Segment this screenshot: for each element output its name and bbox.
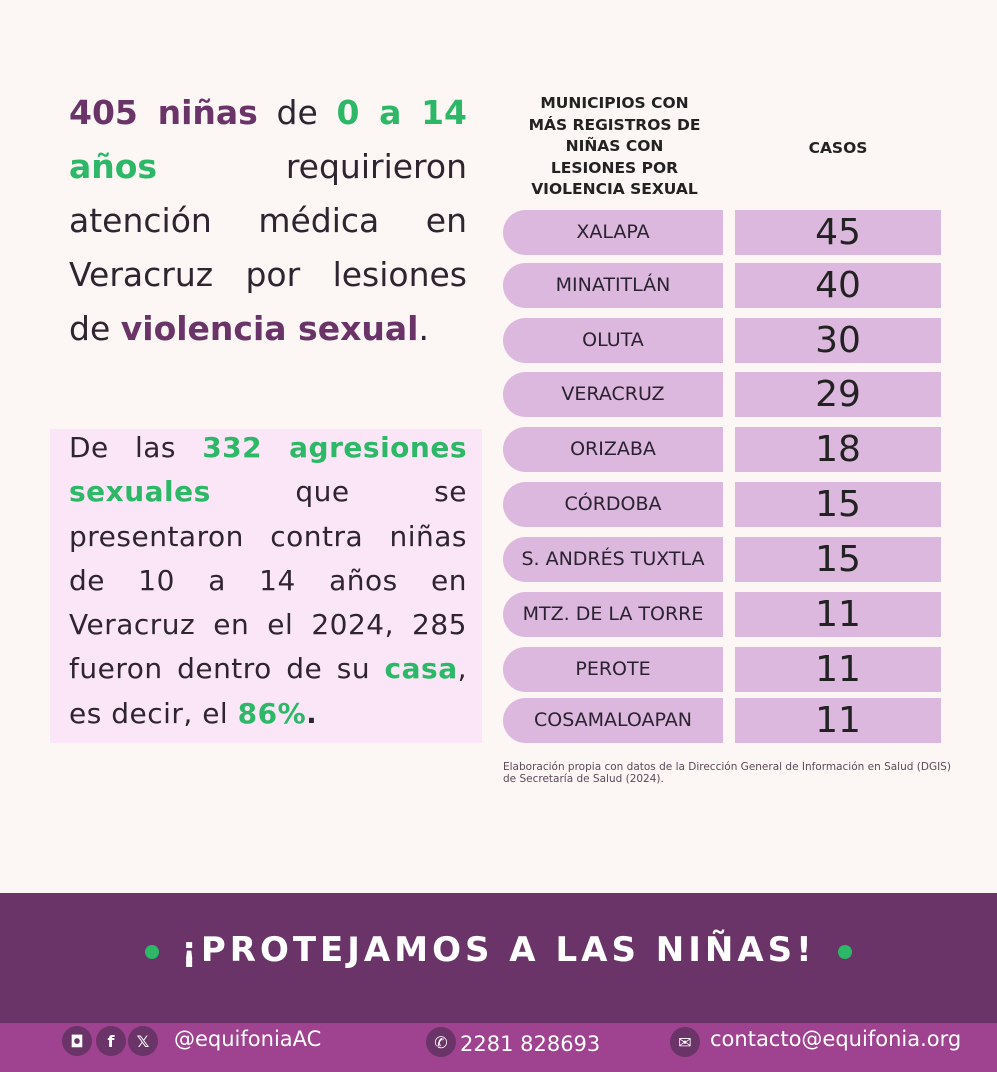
table-row: OLUTA 30: [503, 318, 943, 363]
municipio-cell: COSAMALOAPAN: [503, 698, 723, 743]
source-note: Elaboración propia con datos de la Direc…: [503, 761, 951, 785]
header-casos: CASOS: [808, 139, 868, 157]
email[interactable]: contacto@equifonia.org: [710, 1027, 962, 1051]
box-text-part: que se presentaron contra niñas de 10 a …: [69, 475, 467, 686]
box-text: De las 332 agresiones sexuales que se pr…: [69, 426, 467, 736]
instagram-icon[interactable]: ◘: [62, 1026, 92, 1056]
table-row: PEROTE 11: [503, 647, 943, 692]
table-row: MINATITLÁN 40: [503, 263, 943, 308]
box-aggressions: 332 agresiones sexuales: [69, 431, 467, 509]
table-row: COSAMALOAPAN 11: [503, 698, 943, 743]
municipio-cell: MTZ. DE LA TORRE: [503, 592, 723, 637]
box-text-part: , es decir, el: [69, 652, 467, 730]
municipio-cell: VERACRUZ: [503, 372, 723, 417]
municipio-cell: PEROTE: [503, 647, 723, 692]
box-percent: 86%: [237, 696, 307, 730]
banner-label: ¡PROTEJAMOS A LAS NIÑAS!: [181, 930, 816, 970]
table-row: CÓRDOBA 15: [503, 482, 943, 527]
banner-text: ¡PROTEJAMOS A LAS NIÑAS!: [0, 930, 997, 970]
mail-icon: ✉: [670, 1027, 700, 1057]
headline-count: 405 niñas: [69, 93, 258, 132]
headline-age: 0 a 14 años: [69, 93, 467, 186]
municipio-cell: OLUTA: [503, 318, 723, 363]
phone-icon: ✆: [426, 1027, 456, 1057]
highlight-box: [50, 429, 482, 743]
x-icon[interactable]: 𝕏: [128, 1026, 158, 1056]
casos-cell: 18: [735, 427, 941, 472]
casos-cell: 40: [735, 263, 941, 308]
municipio-cell: MINATITLÁN: [503, 263, 723, 308]
table-row: XALAPA 45: [503, 210, 943, 255]
header-municipio: MUNICIPIOS CON MÁS REGISTROS DE NIÑAS CO…: [528, 94, 701, 198]
municipio-cell: ORIZABA: [503, 427, 723, 472]
casos-cell: 30: [735, 318, 941, 363]
casos-cell: 15: [735, 482, 941, 527]
headline-text: .: [418, 309, 429, 348]
table-row: VERACRUZ 29: [503, 372, 943, 417]
casos-cell: 15: [735, 537, 941, 582]
municipio-cell: XALAPA: [503, 210, 723, 255]
casos-cell: 29: [735, 372, 941, 417]
municipio-cell: CÓRDOBA: [503, 482, 723, 527]
box-text-part: De las: [69, 431, 203, 464]
casos-cell: 11: [735, 698, 941, 743]
social-handle[interactable]: @equifoniaAC: [174, 1027, 322, 1051]
dot-icon: [145, 944, 160, 959]
municipio-cell: S. ANDRÉS TUXTLA: [503, 537, 723, 582]
phone-number[interactable]: 2281 828693: [460, 1032, 601, 1056]
casos-cell: 11: [735, 592, 941, 637]
dot-icon: [837, 944, 852, 959]
facebook-icon[interactable]: f: [96, 1026, 126, 1056]
casos-cell: 11: [735, 647, 941, 692]
banner: [0, 893, 997, 1025]
headline: 405 niñas de 0 a 14 años requirieron ate…: [69, 86, 467, 356]
box-text-part: .: [306, 696, 318, 730]
table-row: S. ANDRÉS TUXTLA 15: [503, 537, 943, 582]
table-row: MTZ. DE LA TORRE 11: [503, 592, 943, 637]
headline-violence: violencia sexual: [120, 309, 419, 348]
casos-cell: 45: [735, 210, 941, 255]
table-row: ORIZABA 18: [503, 427, 943, 472]
headline-text: de: [257, 93, 337, 132]
footer: ◘ f 𝕏 @equifoniaAC ✆ 2281 828693 ✉ conta…: [0, 1023, 997, 1072]
headline-text: requirieron atención médica en Veracruz …: [69, 147, 467, 348]
box-home: casa: [384, 652, 458, 686]
